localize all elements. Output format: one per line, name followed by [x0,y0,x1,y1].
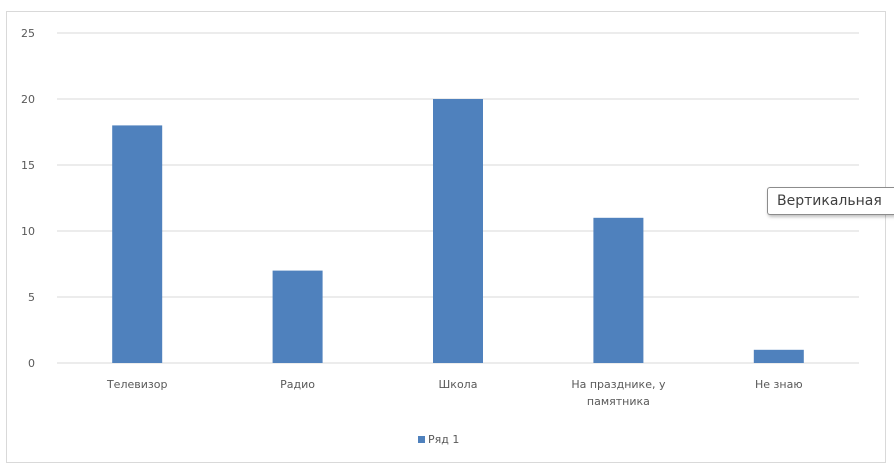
bar [272,270,323,363]
x-tick-label: Школа [439,378,478,391]
y-tick-label: 10 [21,225,35,238]
bar [753,349,804,363]
x-tick-label: На празднике, у [571,378,666,391]
axis-tooltip: Вертикальная [767,187,894,215]
legend-label: Ряд 1 [428,433,459,446]
bar-chart: 0 5 10 15 20 25 Телевизор Радио Школа На праздник… [21,27,859,446]
x-tick-label: Не знаю [755,378,803,391]
bar [593,217,644,363]
y-tick-label: 25 [21,27,35,40]
legend-swatch [418,436,425,443]
x-tick-label: памятника [587,395,650,408]
x-tick-label: Радио [280,378,315,391]
bar [433,99,483,363]
chart-area: 0 5 10 15 20 25 Телевизор Радио Школа На праздник… [6,11,886,463]
y-tick-label: 5 [28,291,35,304]
x-tick-label: Телевизор [106,378,167,391]
y-tick-label: 15 [21,159,35,172]
bar [112,125,163,364]
y-tick-label: 20 [21,93,35,106]
y-tick-label: 0 [28,357,35,370]
